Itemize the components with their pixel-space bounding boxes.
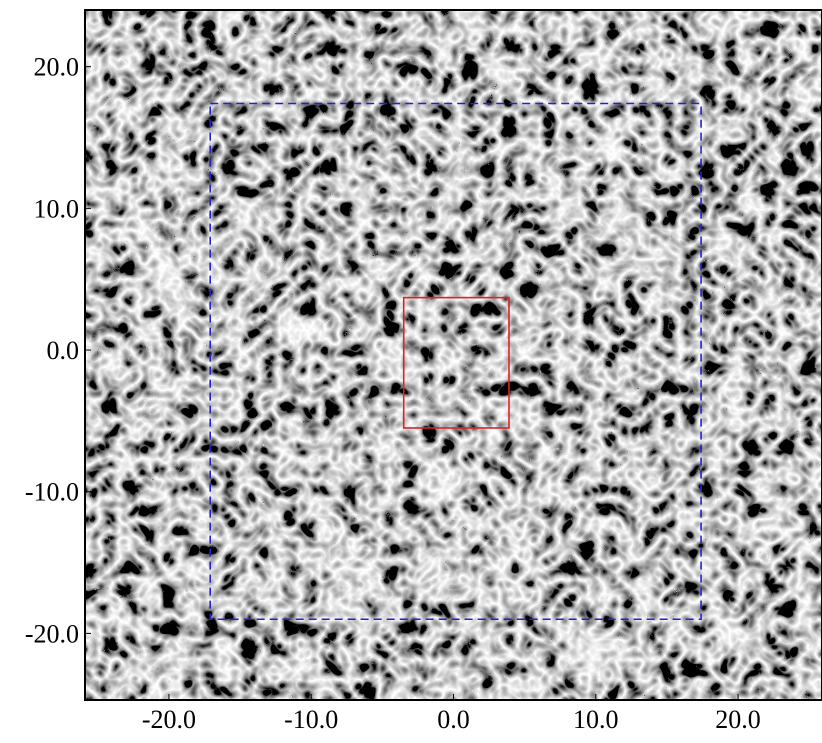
- x-tick-label: -20.0: [142, 705, 196, 734]
- region-box: [209, 102, 702, 621]
- y-tick-label: -20.0: [25, 619, 79, 648]
- y-tick-label: 0.0: [47, 336, 80, 365]
- y-tick-label: 10.0: [34, 194, 80, 223]
- y-tick-label: -10.0: [25, 478, 79, 507]
- x-tick-label: -10.0: [284, 705, 338, 734]
- granulation-image: [85, 10, 822, 700]
- x-tick-label: 20.0: [715, 705, 761, 734]
- x-tick-label: 0.0: [437, 705, 470, 734]
- y-tick-label: 20.0: [34, 53, 80, 82]
- x-tick-label: 10.0: [573, 705, 619, 734]
- image-area: [85, 10, 822, 700]
- region-box: [402, 296, 510, 429]
